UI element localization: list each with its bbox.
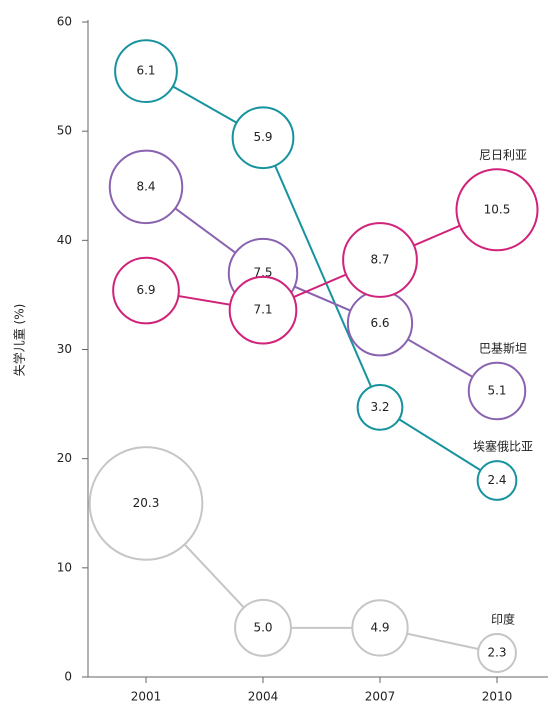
y-tick-label: 20 xyxy=(57,451,72,465)
bubble xyxy=(228,275,298,345)
y-tick-label: 40 xyxy=(57,233,72,247)
series-line xyxy=(145,502,498,654)
series-name: 巴基斯坦 xyxy=(479,341,527,355)
bubble-label: 6.6 xyxy=(370,316,389,330)
series-line xyxy=(145,208,498,312)
series-name: 印度 xyxy=(491,612,515,627)
bubble xyxy=(476,460,518,501)
x-tick-label: 2010 xyxy=(482,690,513,704)
x-tick-label: 2007 xyxy=(365,690,396,704)
bubble xyxy=(114,39,178,103)
bubble-label: 3.2 xyxy=(370,400,389,414)
y-tick-label: 60 xyxy=(57,15,72,29)
bubble xyxy=(231,106,295,170)
bubble-label: 8.4 xyxy=(136,179,155,193)
y-axis-label: 失学儿童 (%) xyxy=(12,304,27,377)
y-tick-label: 10 xyxy=(57,560,72,574)
series-line xyxy=(145,70,498,482)
bubble xyxy=(88,446,204,561)
bubble xyxy=(356,383,404,431)
series-line xyxy=(145,186,498,392)
bubble xyxy=(467,361,527,421)
bubble xyxy=(112,256,180,325)
bubble-label: 5.9 xyxy=(253,130,272,144)
bubble-label: 20.3 xyxy=(133,496,160,510)
series-name: 尼日利亚 xyxy=(479,148,527,162)
bubble-label: 6.1 xyxy=(136,64,155,78)
x-tick-label: 2001 xyxy=(131,690,162,704)
bubble xyxy=(234,598,292,657)
y-tick-label: 30 xyxy=(57,342,72,356)
bubble xyxy=(342,222,418,298)
y-tick-label: 50 xyxy=(57,124,72,138)
series-name: 埃塞俄比亚 xyxy=(473,439,533,454)
y-tick-label: 0 xyxy=(64,670,72,684)
bubble-label: 7.5 xyxy=(253,266,272,280)
bubble-label: 10.5 xyxy=(484,202,511,216)
bubble-label: 8.7 xyxy=(370,252,389,266)
bubble xyxy=(455,168,539,252)
bubble-label: 4.9 xyxy=(370,620,389,634)
bubble xyxy=(351,599,409,657)
bubble-label: 6.9 xyxy=(136,283,155,297)
bubble-label: 2.3 xyxy=(487,645,506,659)
bubble-label: 2.4 xyxy=(487,473,506,487)
x-tick-label: 2004 xyxy=(248,690,279,704)
bubble-label: 5.1 xyxy=(487,383,506,397)
bubble xyxy=(108,149,184,225)
bubble-label: 7.1 xyxy=(253,303,272,317)
bubble xyxy=(477,633,517,673)
bubble-label: 5.0 xyxy=(253,620,272,634)
